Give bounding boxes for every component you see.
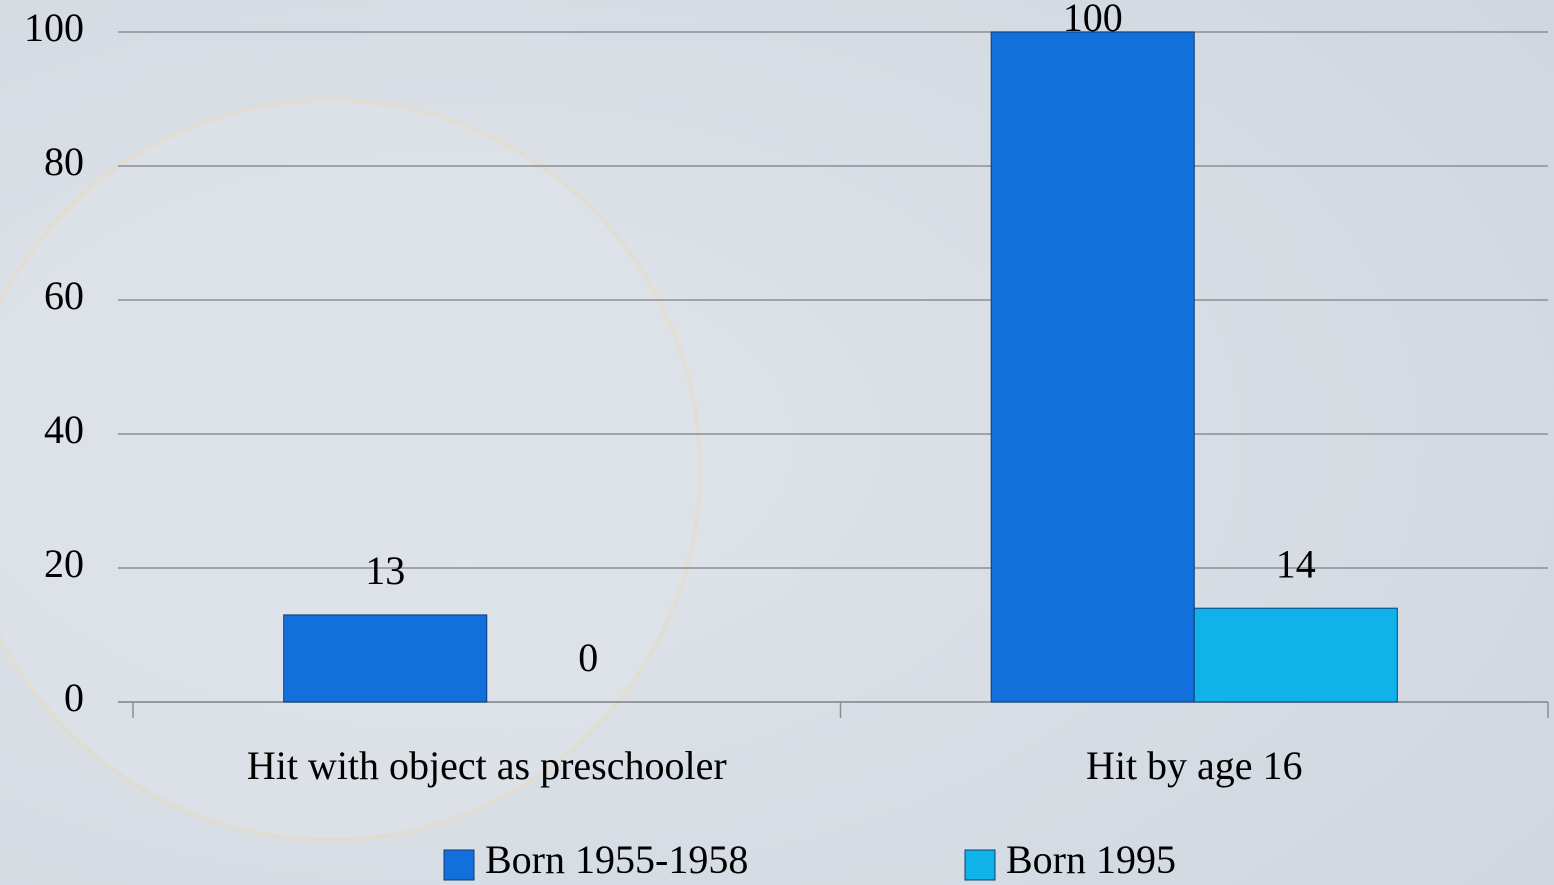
bar	[1193, 607, 1398, 703]
y-tick-label: 20	[44, 541, 84, 586]
y-tick-label: 60	[44, 273, 84, 318]
y-tick-label: 100	[24, 5, 84, 50]
x-tick-label: Hit by age 16	[1086, 743, 1303, 788]
y-tick-label: 80	[44, 139, 84, 184]
data-label: 13	[365, 548, 405, 593]
y-tick-label: 0	[64, 675, 84, 720]
data-label: 14	[1276, 541, 1316, 586]
data-label: 100	[1063, 0, 1123, 40]
legend-swatch	[443, 849, 475, 881]
globe-decoration	[0, 98, 702, 842]
legend-label: Born 1995	[1006, 837, 1176, 882]
bar	[283, 614, 488, 703]
legend-swatch	[964, 849, 996, 881]
x-tick-label: Hit with object as preschooler	[247, 743, 727, 788]
y-tick-label: 40	[44, 407, 84, 452]
legend-label: Born 1955-1958	[485, 837, 748, 882]
data-label: 0	[578, 635, 598, 680]
bar	[990, 31, 1195, 703]
